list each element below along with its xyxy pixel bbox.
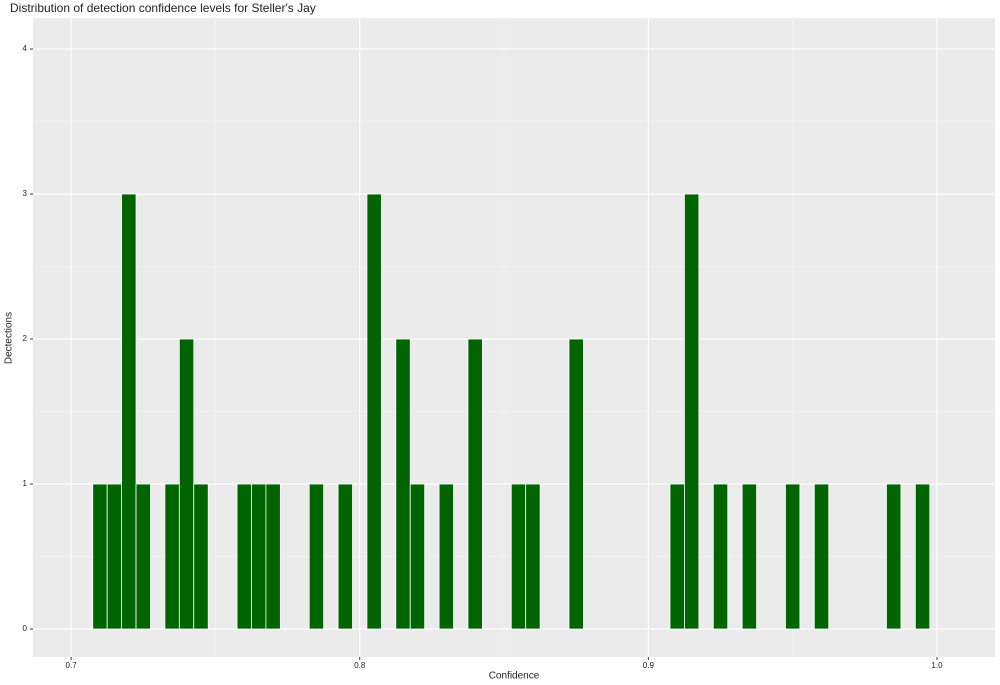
bar bbox=[684, 193, 700, 630]
bar bbox=[366, 193, 382, 630]
x-axis-label: Confidence bbox=[489, 671, 540, 682]
y-tick-label: 3 bbox=[23, 189, 28, 198]
bar bbox=[467, 338, 483, 630]
bar bbox=[308, 483, 325, 630]
bar bbox=[121, 193, 137, 630]
bar bbox=[135, 483, 151, 630]
bar bbox=[568, 338, 584, 630]
y-tick-label: 1 bbox=[23, 479, 28, 488]
bar bbox=[813, 483, 830, 630]
bar bbox=[395, 338, 411, 630]
y-tick-label: 2 bbox=[23, 334, 28, 343]
bar bbox=[510, 483, 527, 630]
bar bbox=[525, 483, 541, 630]
bar bbox=[106, 483, 123, 630]
bar bbox=[193, 483, 209, 630]
x-tick-label: 0.7 bbox=[66, 661, 78, 670]
chart-title: Distribution of detection confidence lev… bbox=[10, 1, 316, 15]
bar bbox=[236, 483, 252, 630]
x-tick-label: 0.9 bbox=[643, 661, 655, 670]
y-axis-label: Dectections bbox=[4, 312, 15, 364]
y-tick-label: 4 bbox=[23, 44, 28, 53]
bar bbox=[409, 483, 426, 630]
bar bbox=[669, 483, 685, 630]
bar bbox=[92, 483, 108, 630]
x-tick-label: 1.0 bbox=[931, 661, 943, 670]
bar bbox=[914, 483, 931, 630]
bar bbox=[438, 483, 454, 630]
bar bbox=[178, 338, 195, 630]
bar bbox=[712, 483, 729, 630]
bar bbox=[265, 483, 281, 630]
bar bbox=[785, 483, 801, 630]
bar bbox=[251, 483, 267, 630]
bar bbox=[337, 483, 353, 630]
y-tick-label: 0 bbox=[23, 624, 28, 633]
x-tick-label: 0.8 bbox=[354, 661, 366, 670]
bar bbox=[886, 483, 902, 630]
bar bbox=[741, 483, 757, 630]
bar bbox=[164, 483, 180, 630]
